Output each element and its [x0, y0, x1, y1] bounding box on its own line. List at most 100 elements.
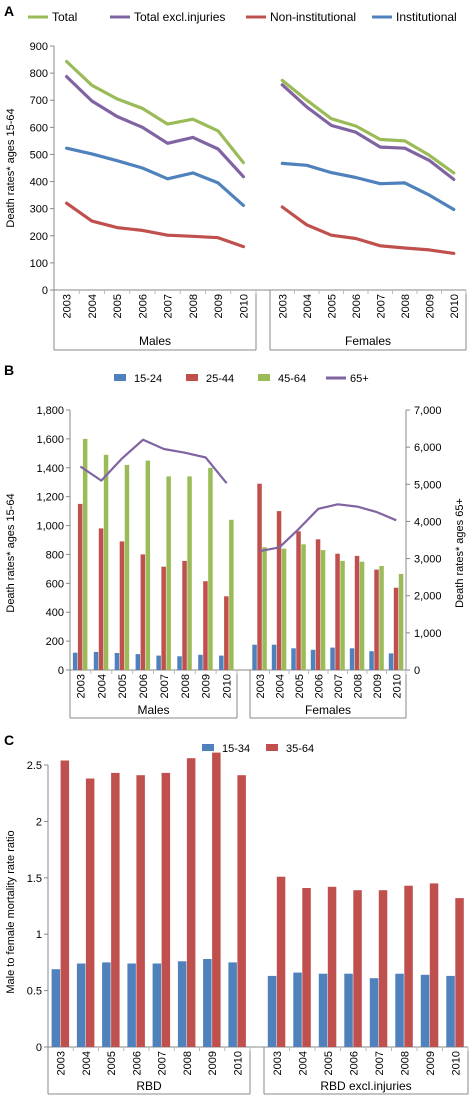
panel-a-x-tick-label: 2009 — [424, 294, 436, 318]
panel-c-y-tick-label: 1 — [36, 929, 42, 941]
panel-a-series-line-non-institutional — [280, 205, 456, 255]
panel-c-x-tick-label: 2003 — [272, 1051, 284, 1075]
panel-b-bar-25-44 — [276, 511, 282, 670]
panel-b-bar-45-64 — [398, 573, 404, 670]
panel-a-series-line-total — [64, 59, 245, 165]
panel-b-bar-25-44 — [374, 569, 379, 670]
panel-b-x-tick-label: 2010 — [391, 674, 403, 698]
panel-b-x-tick-label: 2010 — [222, 674, 234, 698]
panel-b-bar-45-64 — [166, 476, 171, 670]
panel-c-bar-35-64 — [302, 888, 311, 1047]
panel-a-legend-label: Non-institutional — [270, 10, 356, 24]
panel-b-y-tick-label-right: 4,000 — [414, 516, 442, 528]
panel-b-bar-45-64 — [103, 454, 109, 670]
panel-b-bar-15-24 — [219, 655, 224, 670]
panel-b-bar-45-64 — [359, 561, 365, 670]
panel-c-bar-35-64 — [455, 898, 464, 1047]
panel-b-y-tick-label: 1,400 — [36, 463, 64, 475]
panel-b-legend-label: 25-44 — [206, 373, 234, 385]
panel-a-x-tick-label: 2010 — [449, 294, 461, 318]
panel-c-bar-35-64 — [327, 886, 337, 1047]
panel-c-bar-35-64 — [60, 760, 70, 1047]
panel-a-x-tick-label: 2007 — [375, 294, 387, 318]
panel-b-series-line-65- — [79, 438, 228, 484]
panel-a-x-tick-label: 2006 — [351, 294, 363, 318]
panel-a-y-tick-label: 900 — [30, 41, 48, 53]
panel-b-bar-45-64 — [340, 560, 345, 670]
panel-c-bar-35-64 — [276, 876, 286, 1047]
panel-c-x-tick-label: 2009 — [207, 1051, 219, 1075]
panel-b-series-line-65- — [259, 503, 397, 553]
panel-b-bar-15-24 — [198, 654, 203, 670]
panel-a-series-line-total-excl-injuries — [280, 83, 456, 181]
panel-b-y-tick-label-right: 5,000 — [414, 479, 442, 491]
panel-c-bar-15-34 — [51, 969, 61, 1047]
panel-b-y-tick-label: 400 — [46, 607, 64, 619]
panel-c-bar-15-34 — [152, 963, 162, 1047]
panel-a-series-line-non-institutional — [64, 201, 245, 249]
panel-b-y-tick-label-right: 7,000 — [414, 405, 442, 417]
panel-b-bar-45-64 — [262, 547, 267, 670]
panel-c-bar-35-64 — [404, 885, 413, 1047]
panel-b-bar-15-24 — [93, 651, 99, 670]
panel-b-bar-25-44 — [140, 554, 146, 670]
panel-b-bar-15-24 — [388, 653, 394, 670]
panel-a-series-line-total — [280, 78, 456, 175]
panel-a-y-tick-label: 600 — [30, 122, 48, 134]
panel-c-ylabel: Male to female mortality rate ratio — [5, 830, 17, 993]
panel-a-y-tick-label: 700 — [30, 95, 48, 107]
panel-a-x-tick-label: 2007 — [163, 294, 175, 318]
panel-b-bar-15-24 — [330, 647, 335, 670]
panel-c-bar-35-64 — [85, 778, 95, 1047]
panel-c-bar-35-64 — [111, 772, 120, 1047]
panel-b-bar-45-64 — [229, 519, 234, 670]
panel-c-y-tick-label: 0.5 — [27, 986, 42, 998]
panel-b-legend-swatch — [114, 374, 126, 381]
panel-c-x-tick-label: 2006 — [348, 1051, 360, 1075]
panel-a-legend-label: Total excl.injuries — [134, 10, 225, 24]
panel-b-y-tick-label-right: 3,000 — [414, 554, 442, 566]
panel-b-y-tick-label: 1,200 — [36, 492, 64, 504]
panel-b-bar-25-44 — [224, 596, 229, 670]
panel-c-bar-15-34 — [177, 961, 187, 1047]
panel-b-bar-15-24 — [114, 653, 120, 670]
panel-b-bar-25-44 — [119, 541, 125, 670]
panel-a-x-tick-label: 2003 — [277, 294, 289, 318]
panel-a-y-tick-label: 0 — [42, 285, 48, 297]
panel-c-bar-15-34 — [76, 963, 86, 1047]
panel-a-y-tick-label: 800 — [30, 68, 48, 80]
panel-b-bar-25-44 — [296, 531, 301, 670]
panel-b-group-label: Females — [305, 703, 351, 717]
panel-a-legend-label: Total — [52, 10, 77, 24]
panel-c-bar-15-34 — [102, 962, 111, 1047]
panel-c-bar-15-34 — [369, 978, 379, 1047]
panel-c-group-label: RBD — [136, 1079, 162, 1093]
panel-b-y-tick-label-right: 1,000 — [414, 628, 442, 640]
panel-b-x-tick-label: 2009 — [372, 674, 384, 698]
panel-c-legend-swatch — [202, 744, 214, 751]
panel-c-y-tick-label: 0 — [36, 1042, 42, 1054]
panel-c-x-tick-label: 2006 — [131, 1051, 143, 1075]
panel-b-ylabel-right: Death rates* ages 65+ — [454, 498, 466, 608]
panel-a-series-line-total-excl-injuries — [64, 74, 245, 179]
panel-b-bar-45-64 — [145, 460, 151, 670]
panel-b-y-tick-label: 600 — [46, 578, 64, 590]
panel-b-x-tick-label: 2006 — [138, 674, 150, 698]
panel-c-group-label: RBD excl.injuries — [320, 1079, 411, 1093]
panel-b-bar-15-24 — [135, 654, 141, 670]
panel-b-bar-25-44 — [161, 566, 166, 670]
panel-c-bar-15-34 — [228, 962, 237, 1047]
panel-b-x-tick-label: 2008 — [180, 674, 192, 698]
panel-b-y-tick-label-right: 2,000 — [414, 591, 442, 603]
panel-c-bar-15-34 — [318, 973, 328, 1047]
panel-c-bar-15-34 — [446, 975, 455, 1047]
panel-a-y-tick-label: 200 — [30, 231, 48, 243]
panel-c-bar-15-34 — [395, 973, 404, 1047]
panel-a-legend-label: Institutional — [396, 10, 457, 24]
panel-b-x-tick-label: 2003 — [255, 674, 267, 698]
panel-b-bar-25-44 — [354, 555, 360, 670]
panel-b-bar-45-64 — [82, 438, 88, 670]
panel-b-bar-15-24 — [349, 648, 355, 670]
panel-c-bar-15-34 — [293, 972, 302, 1047]
